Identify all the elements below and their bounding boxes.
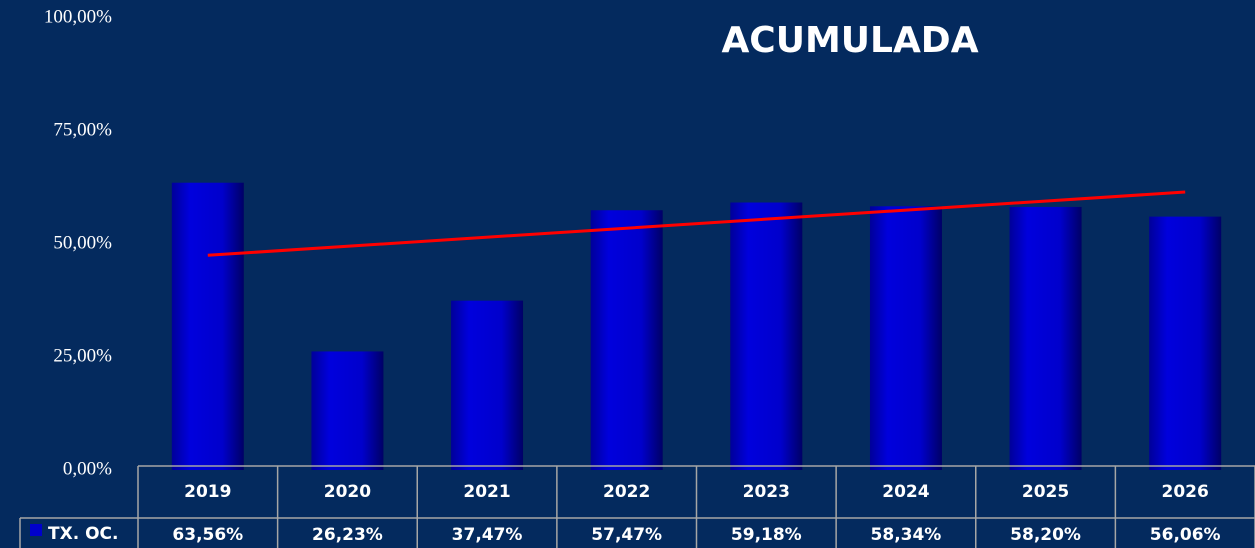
y-tick-label: 50,00% xyxy=(53,232,112,253)
value-label: 26,23% xyxy=(312,525,383,545)
legend-label: TX. OC. xyxy=(48,524,118,544)
bar xyxy=(311,351,384,470)
y-tick-label: 0,00% xyxy=(63,458,112,479)
value-label: 56,06% xyxy=(1150,525,1221,545)
x-tick-label: 2019 xyxy=(184,482,231,502)
bar xyxy=(451,300,524,470)
value-label: 58,20% xyxy=(1010,525,1081,545)
bar xyxy=(1149,216,1222,470)
bar xyxy=(869,206,942,470)
value-label: 57,47% xyxy=(591,525,662,545)
x-tick-label: 2025 xyxy=(1022,482,1069,502)
x-tick-label: 2023 xyxy=(743,482,790,502)
bar xyxy=(590,210,663,470)
bar xyxy=(1009,206,1082,470)
x-tick-label: 2022 xyxy=(603,482,650,502)
value-label: 37,47% xyxy=(452,525,523,545)
x-tick-label: 2024 xyxy=(882,482,929,502)
bar xyxy=(171,182,244,470)
trend-line xyxy=(207,190,1186,257)
y-tick-label: 75,00% xyxy=(53,119,112,140)
legend-swatch xyxy=(30,524,42,536)
value-label: 63,56% xyxy=(172,525,243,545)
x-tick-label: 2020 xyxy=(324,482,371,502)
chart-title: ACUMULADA xyxy=(721,20,978,61)
value-label: 59,18% xyxy=(731,525,802,545)
y-tick-label: 100,00% xyxy=(44,6,112,27)
bar xyxy=(730,202,803,470)
x-tick-label: 2021 xyxy=(463,482,510,502)
y-tick-label: 25,00% xyxy=(53,345,112,366)
value-label: 58,34% xyxy=(871,525,942,545)
x-tick-label: 2026 xyxy=(1162,482,1209,502)
